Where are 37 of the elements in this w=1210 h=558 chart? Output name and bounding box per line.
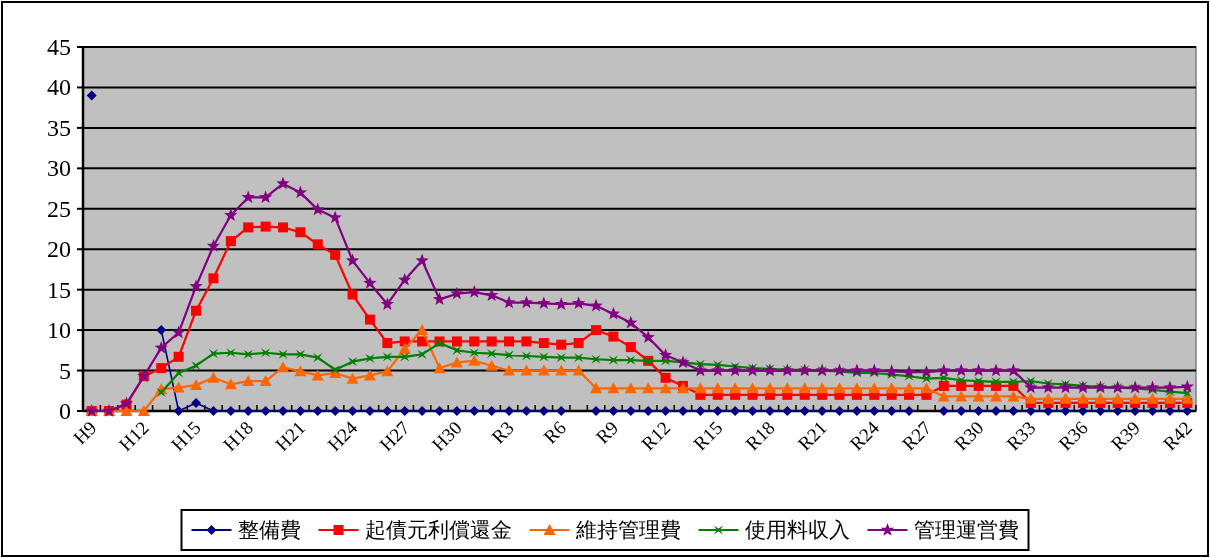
x-tick-label: H30 [427, 416, 466, 455]
x-tick-label: R21 [793, 416, 831, 455]
x-tick-label: R6 [539, 416, 571, 448]
x-tick-label: R33 [1002, 416, 1040, 455]
x-tick-label: H24 [323, 416, 362, 455]
x-tick-label: R39 [1106, 416, 1144, 455]
x-tick-label: R9 [591, 416, 623, 448]
x-tick-label: R12 [637, 416, 675, 455]
y-tick-label: 0 [59, 398, 71, 424]
x-tick-label: H18 [219, 416, 258, 455]
legend-label: 維持管理費 [574, 518, 681, 542]
x-tick-label: R18 [741, 416, 779, 455]
y-tick-label: 25 [47, 195, 71, 222]
y-tick-label: 5 [59, 357, 71, 384]
y-tick-label: 40 [47, 74, 71, 101]
x-tick-label: H27 [375, 416, 414, 455]
x-tick-label: R42 [1158, 416, 1197, 455]
x-tick-label: R27 [898, 416, 936, 455]
y-tick-label: 15 [47, 276, 71, 303]
y-tick-label: 35 [47, 114, 71, 141]
y-tick-label: 20 [47, 236, 71, 263]
x-tick-label: H9 [69, 416, 101, 449]
legend-label: 起債元利償還金 [364, 518, 512, 542]
legend-label: 整備費 [237, 518, 301, 542]
x-tick-label: H12 [114, 416, 153, 455]
x-tick-label: R15 [689, 416, 727, 455]
x-tick-label: R36 [1054, 416, 1092, 455]
x-tick-label: H21 [271, 416, 310, 455]
x-tick-label: R24 [845, 416, 884, 455]
legend-label: 使用料収入 [744, 518, 850, 542]
x-tick-label: R3 [487, 416, 518, 448]
x-tick-label: R30 [950, 416, 988, 455]
legend-label: 管理運営費 [913, 518, 1019, 542]
y-tick-label: 10 [47, 317, 71, 344]
x-tick-label: H15 [166, 416, 205, 455]
y-tick-label: 45 [47, 34, 71, 60]
y-tick-label: 30 [47, 155, 71, 182]
